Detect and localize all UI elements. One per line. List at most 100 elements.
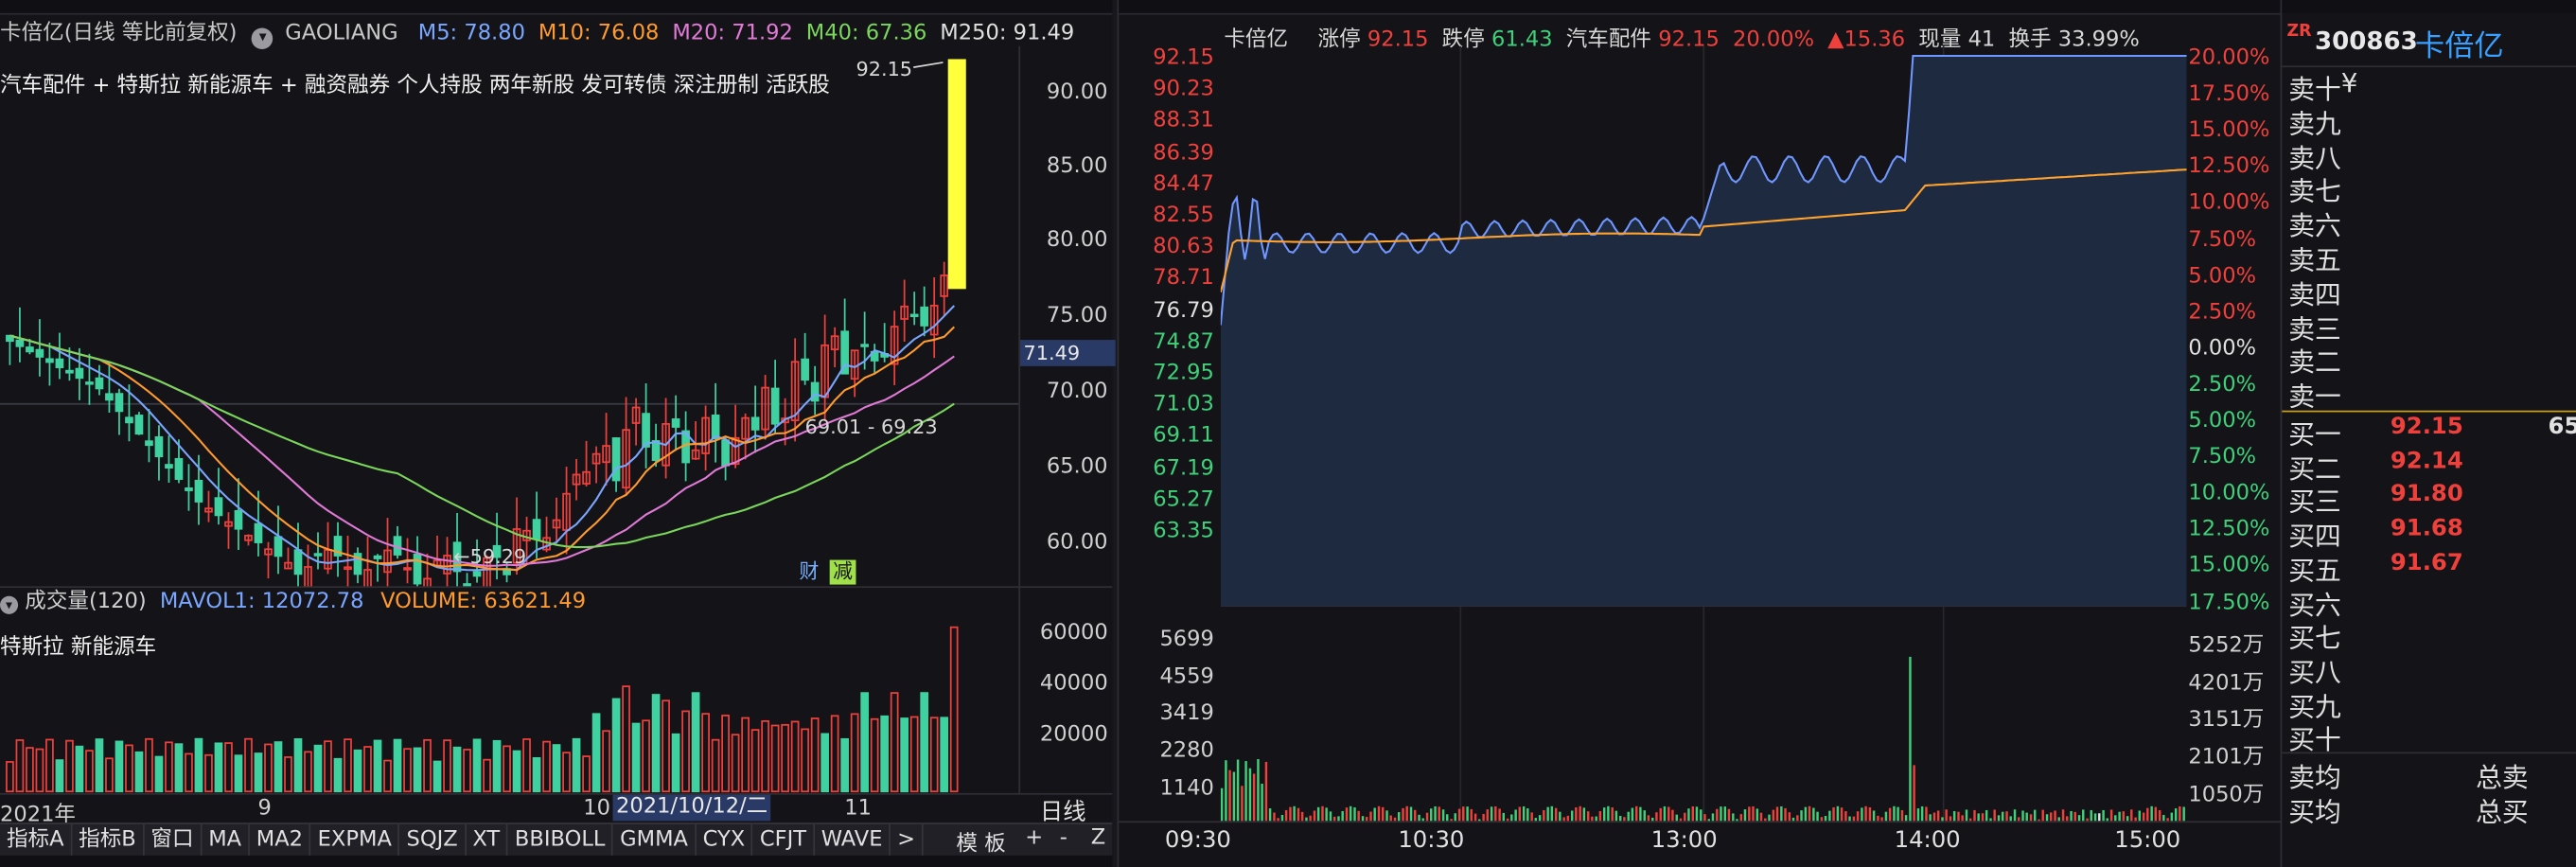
intraday-chart[interactable]	[1220, 45, 2187, 822]
sell-row[interactable]: 卖七	[2282, 169, 2576, 207]
indicator-tab[interactable]: MA2	[250, 823, 311, 858]
indicator-tab[interactable]: 指标B	[72, 823, 145, 858]
volume-bar	[622, 685, 630, 793]
stock-code[interactable]: 300863	[2315, 26, 2418, 56]
volume-title[interactable]: 成交量(120)	[25, 589, 147, 614]
low-price-label: ←59.29	[453, 545, 526, 568]
sector-price: 92.15	[1658, 27, 1720, 53]
candle-body	[741, 416, 750, 440]
volume-bar	[55, 759, 64, 793]
candle-body	[810, 381, 820, 402]
sell-row[interactable]: 卖九	[2282, 101, 2576, 139]
buy-row[interactable]: 买七	[2282, 616, 2576, 654]
intraday-volume-bar	[1732, 813, 1735, 822]
candle-body	[65, 369, 74, 374]
candle-body	[244, 535, 253, 541]
intraday-volume-bar	[1675, 814, 1678, 822]
volume-tick: 5699	[1159, 627, 1214, 652]
sell-row[interactable]: 卖三	[2282, 307, 2576, 345]
intraday-volume-bar	[1619, 816, 1622, 822]
buy-row[interactable]: 买十	[2282, 718, 2576, 756]
volume-label: VOLUME: 63621.49	[380, 589, 587, 614]
volume-bar	[95, 738, 104, 793]
intraday-volume-bar	[1973, 809, 1976, 822]
intraday-volume-bar	[1341, 810, 1344, 822]
reduce-badge[interactable]: 减	[829, 559, 856, 585]
intraday-volume-bar	[2009, 816, 2012, 822]
pct-tick: 2.50%	[2188, 299, 2257, 325]
sell-row[interactable]: 卖五	[2282, 239, 2576, 275]
intraday-volume-bar	[2082, 809, 2085, 822]
buy-row[interactable]: 买六	[2282, 582, 2576, 620]
indicator-tab[interactable]: GMMA	[613, 823, 697, 858]
sell-row[interactable]: 卖四	[2282, 273, 2576, 310]
order-book-panel[interactable]: ZR 300863 卡倍亿 卖十 ¥ 卖九 卖八 卖七 卖六 卖五 卖四 卖三 卖二 卖一 买一 92…	[2280, 0, 2576, 867]
volume-bar	[244, 737, 253, 793]
volume-bar	[840, 737, 849, 793]
chevron-down-icon[interactable]: ▾	[252, 27, 273, 50]
sell-row[interactable]: 卖六	[2282, 203, 2576, 241]
intraday-volume-bar	[1727, 808, 1731, 822]
intraday-panel[interactable]: 卡倍亿 涨停 92.15 跌停 61.43 汽车配件 92.15 20.00% …	[1117, 0, 2283, 867]
template-button[interactable]: 模 板	[956, 832, 1006, 858]
intraday-volume-bar	[1228, 770, 1231, 822]
candle-body	[26, 346, 34, 353]
kline-panel[interactable]: 卡倍亿(日线 等比前复权) ▾ GAOLIANG M5: 78.80 M10: 7…	[0, 0, 1116, 867]
indicator-tab[interactable]: >	[891, 823, 924, 858]
intraday-volume-bar	[1309, 815, 1312, 822]
period-label[interactable]: 日线	[1039, 799, 1086, 826]
price-tick: 71.03	[1153, 392, 1214, 417]
sell-row[interactable]: 卖一	[2282, 375, 2576, 413]
intraday-volume-bar	[2106, 818, 2108, 822]
zoom-in-button[interactable]: +	[1025, 825, 1044, 851]
sell-row[interactable]: 卖十 ¥	[2282, 67, 2576, 105]
intraday-volume-bar	[1554, 807, 1558, 822]
intraday-volume-bar	[1716, 808, 1719, 822]
sell-row[interactable]: 卖二	[2282, 341, 2576, 379]
indicator-tab[interactable]: WAVE	[815, 823, 891, 858]
stock-name[interactable]: 卡倍亿	[2414, 29, 2504, 64]
volume-bar	[35, 748, 44, 793]
indicator-tab[interactable]: SQJZ	[400, 823, 467, 858]
candle-body	[264, 548, 273, 556]
indicator-tab[interactable]: 指标A	[0, 823, 73, 858]
indicator-tab[interactable]: CFJT	[753, 823, 815, 858]
chevron-down-icon[interactable]: ▾	[0, 595, 19, 614]
indicator-tab[interactable]: MA	[202, 823, 250, 858]
buy-row[interactable]: 买一 92.15 65	[2282, 412, 2576, 450]
intraday-volume-bar	[1952, 810, 1956, 822]
buy-row[interactable]: 买八	[2282, 650, 2576, 688]
finance-badge[interactable]: 财	[799, 559, 820, 583]
stock-name[interactable]: 卡倍亿	[1224, 27, 1289, 53]
indicator-tab[interactable]: 窗口	[144, 823, 203, 858]
buy-row[interactable]: 买五 91.67	[2282, 548, 2576, 586]
zoom-reset-button[interactable]: Z	[1090, 825, 1106, 851]
volume-bar	[6, 761, 14, 793]
sell-row[interactable]: 卖八	[2282, 135, 2576, 173]
indicator-tab[interactable]: CYX	[697, 823, 753, 858]
indicator-tab[interactable]: EXPMA	[311, 823, 400, 858]
intraday-volume-bar	[1775, 806, 1779, 822]
buy-row[interactable]: 买三 91.80	[2282, 480, 2576, 518]
volume-chart[interactable]	[0, 616, 1018, 793]
kline-chart[interactable]: 92.15 ←59.29 69.01 - 69.23	[0, 46, 1019, 589]
pct-tick: 17.50%	[2188, 590, 2270, 615]
intraday-volume-bar	[1434, 805, 1437, 822]
volume-bar	[403, 748, 412, 793]
buy-row[interactable]: 买四 91.68	[2282, 514, 2576, 552]
buy-row[interactable]: 买九	[2282, 684, 2576, 722]
indicator-name[interactable]: GAOLIANG	[285, 21, 398, 46]
candle-body	[909, 313, 919, 318]
time-label: 13:00	[1650, 827, 1718, 855]
intraday-volume-bar	[1510, 814, 1513, 822]
kline-title[interactable]: 卡倍亿(日线 等比前复权)	[0, 21, 238, 46]
candle-body	[15, 339, 25, 347]
candle-body	[204, 507, 213, 513]
intraday-volume-bar	[1684, 812, 1686, 822]
intraday-volume-bar	[1393, 817, 1397, 822]
indicator-tab[interactable]: XT	[466, 823, 508, 858]
sector-label[interactable]: 汽车配件	[1565, 27, 1652, 53]
buy-row[interactable]: 买二 92.14	[2282, 446, 2576, 484]
indicator-tab[interactable]: BBIBOLL	[508, 823, 614, 858]
zoom-out-button[interactable]: -	[1059, 825, 1067, 851]
